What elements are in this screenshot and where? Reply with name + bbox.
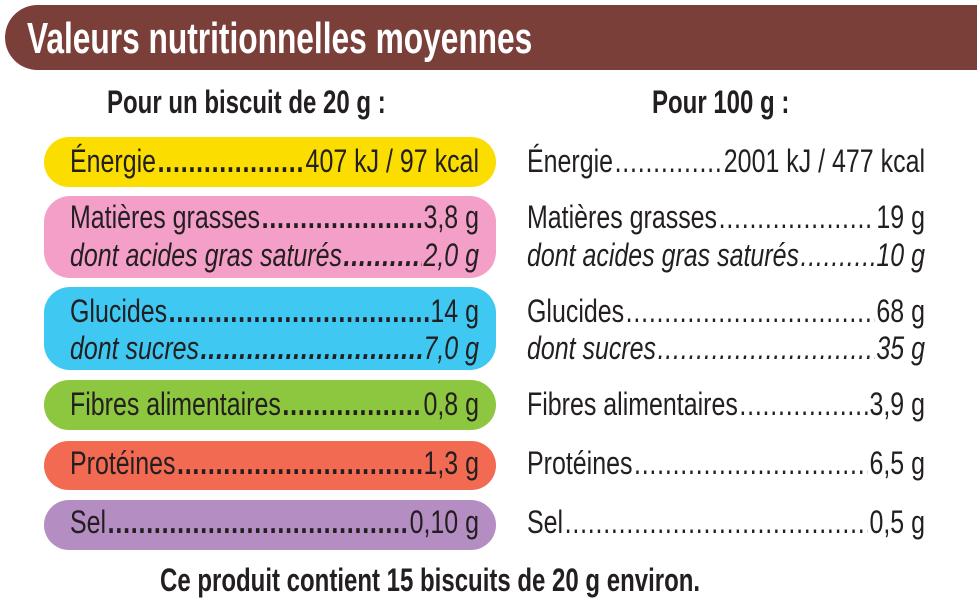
left-row-energy: Énergie 407 kJ / 97 kcal (70, 142, 479, 180)
nutrient-label: Matières grasses (70, 199, 261, 235)
left-row-fibre: Fibres alimentaires 0,8 g (70, 385, 479, 423)
nutrient-value: 0,10 g (409, 504, 479, 540)
nutrient-label: Protéines (70, 445, 176, 481)
dot-leader (634, 445, 868, 482)
right-row-fat: Matières grasses 19 g (527, 198, 925, 236)
nutrient-label: Sel (527, 504, 564, 540)
dot-leader (739, 386, 868, 423)
dot-leader (158, 143, 304, 180)
nutrient-value: 2,0 g (423, 237, 479, 273)
dot-leader (800, 237, 874, 274)
right-row-energy: Énergie 2001 kJ / 477 kcal (527, 142, 925, 180)
nutrient-label: Protéines (527, 445, 633, 481)
dot-leader (108, 504, 408, 541)
right-row-sugars: dont sucres 35 g (527, 329, 925, 367)
nutrient-value: 68 g (876, 293, 925, 329)
dot-leader (343, 237, 421, 274)
nutrient-value: 0,5 g (869, 504, 925, 540)
nutrient-value: 10 g (876, 237, 925, 273)
nutrient-value: 1,3 g (423, 445, 479, 481)
left-row-protein: Protéines 1,3 g (70, 444, 479, 482)
dot-leader (177, 445, 422, 482)
right-row-protein: Protéines 6,5 g (527, 444, 925, 482)
left-row-carbohydrates: Glucides 14 g (70, 292, 479, 330)
dot-leader (658, 330, 875, 367)
right-row-fibre: Fibres alimentaires 3,9 g (527, 385, 925, 423)
nutrient-label: dont sucres (70, 330, 200, 366)
nutrient-value: 7,0 g (423, 330, 479, 366)
dot-leader (565, 504, 868, 541)
nutrient-label: Énergie (527, 143, 614, 179)
nutrient-label: Glucides (70, 293, 168, 329)
left-row-sugars: dont sucres 7,0 g (70, 329, 479, 367)
dot-leader (615, 143, 723, 180)
nutrient-value: 19 g (876, 199, 925, 235)
nutrient-label: Sel (70, 504, 107, 540)
right-row-carbohydrates: Glucides 68 g (527, 292, 925, 330)
per-100g-header: Pour 100 g : (652, 84, 790, 120)
dot-leader (262, 199, 422, 236)
nutrient-value: 0,8 g (423, 386, 479, 422)
nutrient-label: dont acides gras saturés (527, 237, 799, 273)
right-row-salt: Sel 0,5 g (527, 503, 925, 541)
nutrient-label: Glucides (527, 293, 625, 329)
title: Valeurs nutritionnelles moyennes (27, 14, 533, 63)
nutrient-value: 6,5 g (869, 445, 925, 481)
dot-leader (719, 199, 875, 236)
nutrient-label: Énergie (70, 143, 157, 179)
footer-note: Ce produit contient 15 biscuits de 20 g … (160, 562, 701, 598)
nutrient-value: 3,8 g (423, 199, 479, 235)
dot-leader (201, 330, 422, 367)
title-banner: Valeurs nutritionnelles moyennes (5, 5, 977, 70)
left-row-fat: Matières grasses 3,8 g (70, 198, 479, 236)
right-row-saturated-fat: dont acides gras saturés 10 g (527, 236, 925, 274)
nutrient-value: 14 g (430, 293, 479, 329)
dot-leader (626, 293, 875, 330)
nutrient-label: dont acides gras saturés (70, 237, 342, 273)
per-portion-header: Pour un biscuit de 20 g : (107, 84, 386, 120)
nutrient-label: dont sucres (527, 330, 657, 366)
left-row-salt: Sel 0,10 g (70, 503, 479, 541)
nutrient-value: 3,9 g (869, 386, 925, 422)
nutrient-value: 407 kJ / 97 kcal (305, 143, 479, 179)
dot-leader (282, 386, 422, 423)
nutrient-label: Fibres alimentaires (70, 386, 281, 422)
dot-leader (169, 293, 429, 330)
nutrient-label: Fibres alimentaires (527, 386, 738, 422)
nutrient-value: 2001 kJ / 477 kcal (723, 143, 925, 179)
nutrient-label: Matières grasses (527, 199, 718, 235)
left-row-saturated-fat: dont acides gras saturés 2,0 g (70, 236, 479, 274)
nutrient-value: 35 g (876, 330, 925, 366)
